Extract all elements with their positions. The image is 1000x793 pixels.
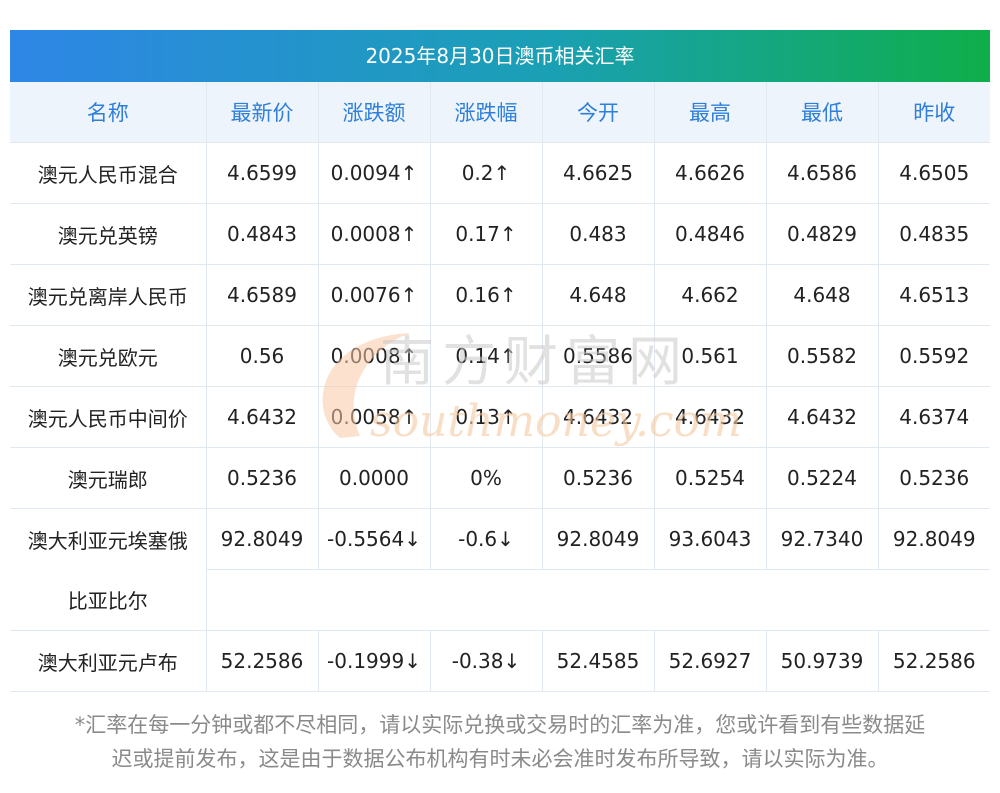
low-price: 0.5224 bbox=[766, 447, 879, 509]
change-percent: 0.13↑ bbox=[430, 386, 543, 448]
column-header-change: 涨跌额 bbox=[318, 82, 431, 143]
column-header-high: 最高 bbox=[654, 82, 767, 143]
open-price: 0.5586 bbox=[542, 325, 655, 387]
column-header-name: 名称 bbox=[10, 82, 207, 143]
open-price: 4.648 bbox=[542, 264, 655, 326]
prev-close: 0.5592 bbox=[878, 325, 990, 387]
high-price: 0.4846 bbox=[654, 203, 767, 265]
high-price: 4.6432 bbox=[654, 386, 767, 448]
change-amount: 0.0008↑ bbox=[318, 203, 431, 265]
change-percent: -0.38↓ bbox=[430, 630, 543, 692]
latest-price: 0.5236 bbox=[206, 447, 319, 509]
prev-close: 0.4835 bbox=[878, 203, 990, 265]
high-price: 93.6043 bbox=[654, 508, 767, 570]
table-row: 澳大利亚元卢布 52.2586 -0.1999↓ -0.38↓ 52.4585 … bbox=[10, 630, 990, 692]
exchange-rate-table: 名称 最新价 涨跌额 涨跌幅 今开 最高 最低 昨收 澳元人民币混合 4.659… bbox=[10, 82, 990, 692]
change-amount: 0.0094↑ bbox=[318, 142, 431, 204]
change-percent: -0.6↓ bbox=[430, 508, 543, 570]
column-header-latest: 最新价 bbox=[206, 82, 319, 143]
change-percent: 0.2↑ bbox=[430, 142, 543, 204]
table-row-continuation: 比亚比尔 bbox=[10, 569, 990, 631]
latest-price: 4.6599 bbox=[206, 142, 319, 204]
column-header-low: 最低 bbox=[766, 82, 879, 143]
change-percent: 0.17↑ bbox=[430, 203, 543, 265]
latest-price: 4.6589 bbox=[206, 264, 319, 326]
footnote-line-2: 迟或提前发布，这是由于数据公布机构有时未必会准时发布所导致，请以实际为准。 bbox=[111, 747, 889, 771]
open-price: 52.4585 bbox=[542, 630, 655, 692]
column-header-prev-close: 昨收 bbox=[878, 82, 990, 143]
change-amount: 0.0008↑ bbox=[318, 325, 431, 387]
change-amount: -0.1999↓ bbox=[318, 630, 431, 692]
high-price: 4.662 bbox=[654, 264, 767, 326]
currency-name: 澳元兑离岸人民币 bbox=[10, 264, 207, 326]
currency-name: 澳元人民币混合 bbox=[10, 142, 207, 204]
low-price: 50.9739 bbox=[766, 630, 879, 692]
low-price: 4.648 bbox=[766, 264, 879, 326]
low-price: 0.4829 bbox=[766, 203, 879, 265]
table-header-row: 名称 最新价 涨跌额 涨跌幅 今开 最高 最低 昨收 bbox=[10, 82, 990, 143]
latest-price: 4.6432 bbox=[206, 386, 319, 448]
column-header-change-pct: 涨跌幅 bbox=[430, 82, 543, 143]
table-title: 2025年8月30日澳币相关汇率 bbox=[10, 30, 990, 82]
change-amount: -0.5564↓ bbox=[318, 508, 431, 570]
high-price: 0.5254 bbox=[654, 447, 767, 509]
currency-name: 澳元兑欧元 bbox=[10, 325, 207, 387]
low-price: 0.5582 bbox=[766, 325, 879, 387]
table-row: 澳大利亚元埃塞俄 92.8049 -0.5564↓ -0.6↓ 92.8049 … bbox=[10, 508, 990, 570]
currency-name: 澳元兑英镑 bbox=[10, 203, 207, 265]
change-percent: 0.16↑ bbox=[430, 264, 543, 326]
low-price: 4.6586 bbox=[766, 142, 879, 204]
table-row: 澳元瑞郎 0.5236 0.0000 0% 0.5236 0.5254 0.52… bbox=[10, 447, 990, 509]
open-price: 4.6625 bbox=[542, 142, 655, 204]
latest-price: 0.56 bbox=[206, 325, 319, 387]
currency-name: 澳元瑞郎 bbox=[10, 447, 207, 509]
change-percent: 0% bbox=[430, 447, 543, 509]
open-price: 4.6432 bbox=[542, 386, 655, 448]
column-header-open: 今开 bbox=[542, 82, 655, 143]
change-percent: 0.14↑ bbox=[430, 325, 543, 387]
empty-cell bbox=[206, 569, 990, 631]
change-amount: 0.0058↑ bbox=[318, 386, 431, 448]
table-row: 澳元兑欧元 0.56 0.0008↑ 0.14↑ 0.5586 0.561 0.… bbox=[10, 325, 990, 387]
table-row: 澳元兑离岸人民币 4.6589 0.0076↑ 0.16↑ 4.648 4.66… bbox=[10, 264, 990, 326]
high-price: 0.561 bbox=[654, 325, 767, 387]
prev-close: 0.5236 bbox=[878, 447, 990, 509]
latest-price: 0.4843 bbox=[206, 203, 319, 265]
high-price: 4.6626 bbox=[654, 142, 767, 204]
low-price: 4.6432 bbox=[766, 386, 879, 448]
currency-name: 澳大利亚元埃塞俄 bbox=[10, 508, 207, 570]
prev-close: 92.8049 bbox=[878, 508, 990, 570]
prev-close: 4.6374 bbox=[878, 386, 990, 448]
currency-name-continued: 比亚比尔 bbox=[10, 569, 207, 631]
open-price: 0.5236 bbox=[542, 447, 655, 509]
latest-price: 92.8049 bbox=[206, 508, 319, 570]
low-price: 92.7340 bbox=[766, 508, 879, 570]
high-price: 52.6927 bbox=[654, 630, 767, 692]
prev-close: 4.6505 bbox=[878, 142, 990, 204]
open-price: 0.483 bbox=[542, 203, 655, 265]
currency-name: 澳元人民币中间价 bbox=[10, 386, 207, 448]
change-amount: 0.0076↑ bbox=[318, 264, 431, 326]
footnote-line-1: *汇率在每一分钟或都不尽相同，请以实际兑换或交易时的汇率为准，您或许看到有些数据… bbox=[74, 713, 926, 737]
latest-price: 52.2586 bbox=[206, 630, 319, 692]
open-price: 92.8049 bbox=[542, 508, 655, 570]
table-row: 澳元人民币混合 4.6599 0.0094↑ 0.2↑ 4.6625 4.662… bbox=[10, 142, 990, 204]
disclaimer-footnote: *汇率在每一分钟或都不尽相同，请以实际兑换或交易时的汇率为准，您或许看到有些数据… bbox=[10, 708, 990, 776]
change-amount: 0.0000 bbox=[318, 447, 431, 509]
currency-name: 澳大利亚元卢布 bbox=[10, 630, 207, 692]
prev-close: 4.6513 bbox=[878, 264, 990, 326]
prev-close: 52.2586 bbox=[878, 630, 990, 692]
table-row: 澳元兑英镑 0.4843 0.0008↑ 0.17↑ 0.483 0.4846 … bbox=[10, 203, 990, 265]
table-row: 澳元人民币中间价 4.6432 0.0058↑ 0.13↑ 4.6432 4.6… bbox=[10, 386, 990, 448]
